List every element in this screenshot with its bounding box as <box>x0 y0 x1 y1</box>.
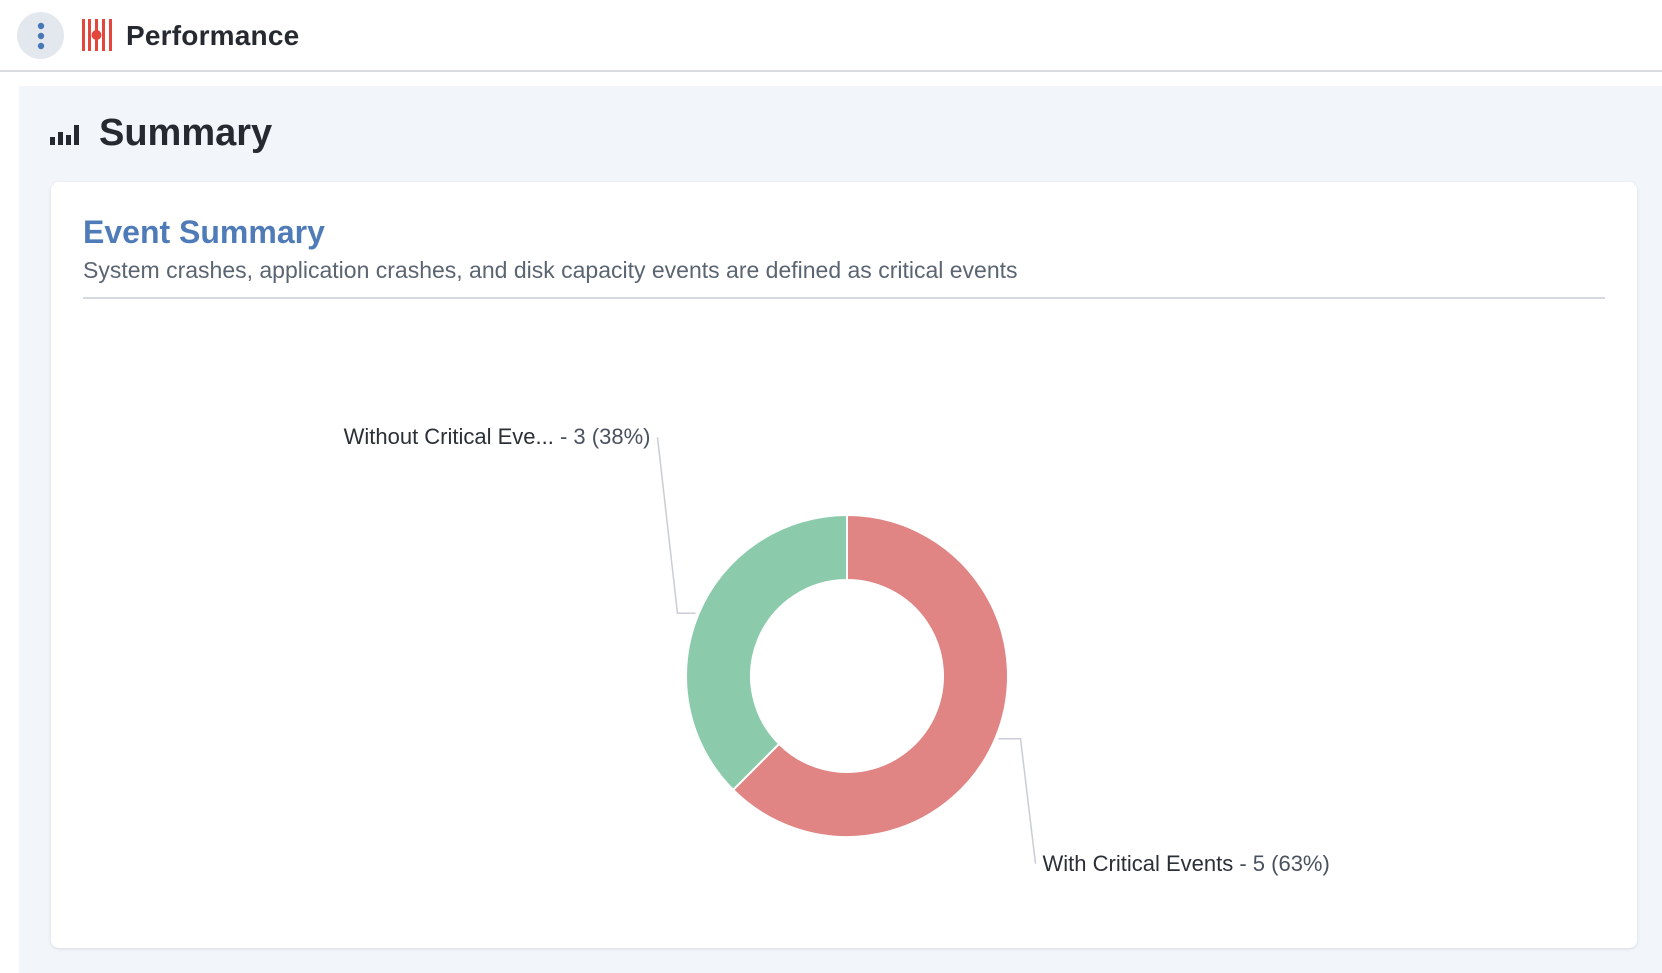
slice-label-without-critical: Without Critical Eve... - 3 (38%) <box>344 424 651 449</box>
app-title: Performance <box>126 20 300 51</box>
slice-label-with-critical: With Critical Events - 5 (63%) <box>1043 851 1330 876</box>
bar-chart-icon <box>50 125 79 145</box>
top-bar: Performance <box>0 0 1662 72</box>
section-title: Summary <box>99 112 273 154</box>
menu-button[interactable] <box>17 12 64 59</box>
leader-line-without-critical <box>656 437 696 614</box>
main-content: Summary Event Summary System crashes, ap… <box>19 86 1662 973</box>
donut-chart: With Critical Events - 5 (63%) Without Cr… <box>344 424 1330 876</box>
card-divider <box>83 297 1605 299</box>
vertical-dots-icon <box>37 22 44 49</box>
card-title: Event Summary <box>83 214 325 250</box>
leader-line-with-critical <box>998 738 1037 864</box>
donut-slice-without-critical[interactable] <box>685 513 848 792</box>
performance-logo-icon <box>82 19 112 51</box>
event-summary-card: Event Summary System crashes, applicatio… <box>51 182 1637 948</box>
donut-slice-with-critical[interactable] <box>731 513 1009 838</box>
card-subtitle: System crashes, application crashes, and… <box>83 257 1018 283</box>
